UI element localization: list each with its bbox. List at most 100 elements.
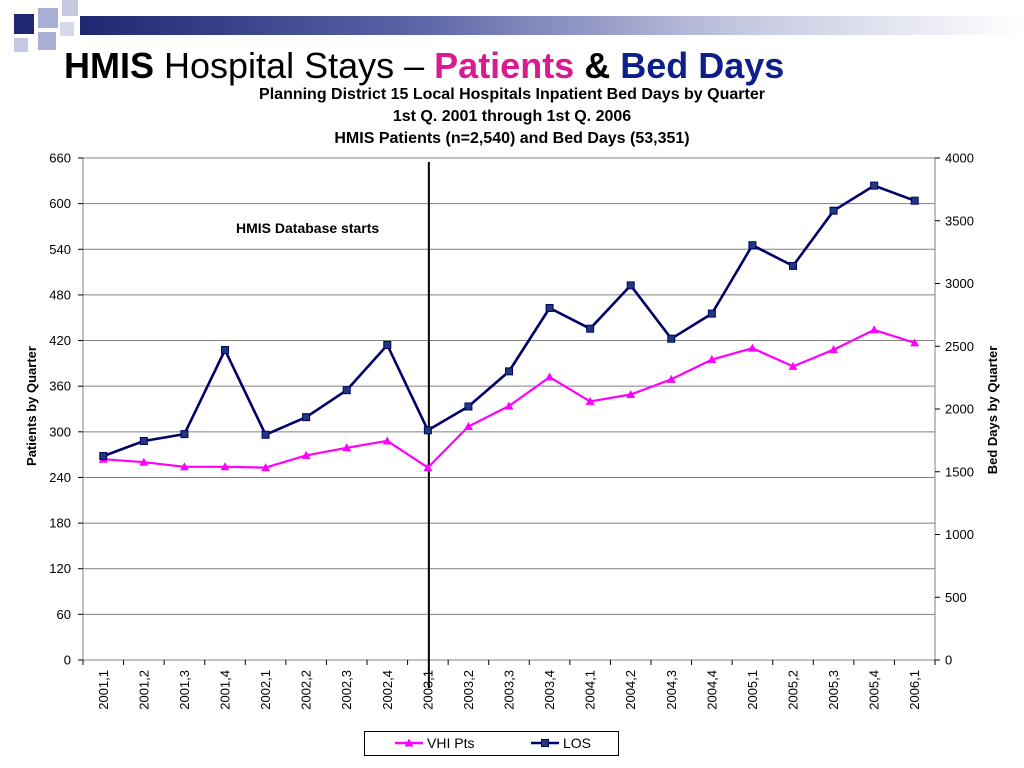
data-point-vhi-pts (829, 345, 839, 354)
deco-square-5 (14, 38, 28, 52)
data-point-vhi-pts (788, 361, 798, 370)
decorative-squares (14, 0, 78, 52)
chart-title-line-3: HMIS Patients (n=2,540) and Bed Days (53… (334, 130, 690, 147)
data-point-vhi-pts (342, 443, 352, 452)
data-point-vhi-pts (545, 372, 555, 381)
data-point-vhi-pts (382, 436, 392, 445)
chart-title: Planning District 15 Local Hospitals Inp… (212, 84, 812, 150)
x-tick-label: 2001,2 (136, 670, 151, 710)
data-point-vhi-pts (910, 338, 920, 347)
y-right-axis-title: Bed Days by Quarter (985, 346, 1000, 475)
y-right-tick-label: 2500 (945, 339, 974, 354)
data-point-los (423, 426, 432, 435)
data-point-los (180, 430, 189, 439)
y-right-tick-label: 3000 (945, 276, 974, 291)
data-point-vhi-pts (747, 343, 757, 352)
legend-swatch-los (531, 739, 559, 747)
y-right-tick-label: 500 (945, 590, 967, 605)
data-point-los (870, 181, 879, 190)
series-line-los (102, 184, 916, 458)
x-tick-label: 2004,3 (664, 670, 679, 710)
data-point-los (505, 367, 513, 376)
y-right-tick-label: 1500 (945, 464, 974, 479)
data-point-los (221, 346, 229, 355)
title-rule (80, 16, 1024, 35)
data-point-vhi-pts (585, 396, 595, 405)
data-point-los (789, 261, 797, 270)
data-point-vhi-pts (301, 450, 311, 459)
slide-title: HMIS Hospital Stays – Patients & Bed Day… (64, 44, 784, 88)
x-tick-label: 2003,4 (542, 670, 557, 710)
x-tick-label: 2004,4 (704, 670, 719, 710)
x-tick-label: 2002,4 (380, 670, 395, 710)
data-point-los (464, 402, 473, 411)
y-left-tick-label: 600 (49, 196, 71, 211)
x-tick-label: 2002,3 (339, 670, 354, 710)
data-point-los (302, 413, 311, 422)
y-left-tick-label: 0 (64, 653, 71, 668)
title-ampersand: & (584, 45, 611, 86)
data-point-los (545, 303, 554, 312)
data-point-los (99, 452, 108, 461)
x-tick-label: 2002,1 (258, 670, 273, 710)
x-tick-label: 2002,2 (299, 670, 314, 710)
chart-title-line-2: 1st Q. 2001 through 1st Q. 2006 (392, 108, 632, 125)
x-tick-label: 2001,4 (218, 670, 233, 710)
y-left-tick-label: 360 (49, 379, 71, 394)
x-tick-label: 2005,1 (745, 670, 760, 710)
y-right-tick-label: 0 (945, 653, 952, 668)
data-point-los (626, 281, 635, 290)
y-left-tick-label: 480 (49, 287, 71, 302)
data-point-los (342, 386, 351, 395)
x-tick-label: 2006,1 (907, 670, 922, 710)
data-point-vhi-pts (666, 374, 676, 383)
y-left-tick-label: 300 (49, 424, 71, 439)
y-left-tick-label: 60 (57, 607, 71, 622)
legend-swatch-vhi-pts (395, 738, 423, 747)
data-point-los (139, 437, 148, 446)
x-tick-label: 2005,2 (786, 670, 801, 710)
legend-label-vhi-pts: VHI Pts (427, 735, 475, 751)
data-point-los (910, 196, 919, 205)
chart-title-line-1: Planning District 15 Local Hospitals Inp… (259, 86, 765, 103)
data-point-los (748, 241, 757, 250)
y-right-tick-label: 2000 (945, 402, 974, 417)
y-left-axis-title: Patients by Quarter (24, 346, 39, 466)
data-point-vhi-pts (504, 401, 514, 410)
x-tick-label: 2004,1 (583, 670, 598, 710)
data-point-vhi-pts (423, 463, 433, 472)
data-point-los (383, 340, 392, 349)
legend-item-los: LOS (531, 735, 591, 751)
deco-square-4 (38, 32, 56, 50)
x-tick-label: 2005,3 (826, 670, 841, 710)
data-point-los (261, 430, 270, 439)
data-point-vhi-pts (463, 421, 473, 430)
x-tick-label: 2003,3 (502, 670, 517, 710)
y-left-tick-label: 540 (49, 242, 71, 257)
data-point-vhi-pts (179, 462, 189, 471)
data-point-vhi-pts (261, 463, 271, 472)
deco-square-6 (60, 22, 74, 36)
deco-square-1 (14, 14, 34, 34)
legend-item-vhi-pts: VHI Pts (395, 735, 474, 751)
title-hospital-stays: Hospital Stays – (164, 45, 425, 86)
title-patients: Patients (434, 45, 575, 86)
data-point-vhi-pts (626, 390, 636, 399)
x-tick-label: 2003,2 (461, 670, 476, 710)
data-point-los (586, 324, 595, 333)
y-left-tick-label: 420 (49, 333, 71, 348)
y-left-tick-label: 660 (49, 151, 71, 166)
deco-square-3 (62, 0, 78, 16)
data-point-los (707, 309, 716, 318)
y-right-tick-label: 3500 (945, 213, 974, 228)
legend-label-los: LOS (563, 735, 592, 751)
data-point-vhi-pts (707, 355, 717, 364)
x-tick-label: 2001,1 (96, 670, 111, 710)
data-point-los (829, 206, 838, 215)
x-tick-label: 2003,1 (420, 670, 435, 710)
annotation-label: HMIS Database starts (236, 220, 379, 236)
data-point-vhi-pts (220, 462, 230, 471)
data-point-vhi-pts (139, 457, 149, 466)
deco-square-2 (38, 8, 58, 28)
